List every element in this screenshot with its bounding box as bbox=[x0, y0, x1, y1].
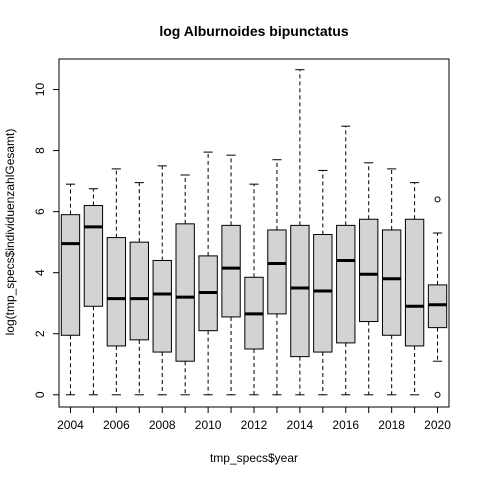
y-tick-label: 6 bbox=[33, 208, 47, 215]
box bbox=[60, 214, 81, 336]
box bbox=[290, 224, 310, 358]
y-tick-label: 8 bbox=[33, 147, 47, 154]
x-tick-label: 2004 bbox=[57, 418, 84, 432]
x-tick-label: 2010 bbox=[195, 418, 222, 432]
x-tick-label: 2014 bbox=[287, 418, 314, 432]
outlier-point bbox=[434, 196, 441, 203]
box bbox=[175, 223, 195, 362]
box bbox=[221, 224, 241, 318]
plot-area: 0 2 4 6 8 10 2004 2006 2008 2010 2012 2014 2016 2018 2… bbox=[33, 58, 451, 432]
outlier-point bbox=[434, 391, 441, 398]
x-axis-label: tmp_specs$year bbox=[210, 451, 298, 465]
x-tick-label: 2018 bbox=[378, 418, 405, 432]
box bbox=[336, 224, 356, 344]
box bbox=[427, 284, 448, 329]
box bbox=[152, 259, 172, 353]
y-tick-label: 4 bbox=[33, 269, 47, 276]
x-tick-label: 2012 bbox=[241, 418, 268, 432]
y-tick-label: 0 bbox=[33, 391, 47, 398]
y-tick-label: 10 bbox=[33, 83, 47, 97]
x-tick-label: 2006 bbox=[103, 418, 130, 432]
box bbox=[404, 218, 425, 347]
x-tick-label: 2008 bbox=[149, 418, 176, 432]
box bbox=[313, 234, 333, 353]
chart-title: log Alburnoides bipunctatus bbox=[159, 23, 348, 39]
box bbox=[106, 237, 127, 347]
x-tick-label: 2020 bbox=[424, 418, 451, 432]
box bbox=[83, 205, 104, 307]
box bbox=[359, 218, 379, 323]
box bbox=[381, 229, 402, 336]
y-axis-label: log(tmp_specs$individuenzahlGesamt) bbox=[3, 129, 17, 336]
box bbox=[267, 229, 287, 315]
box bbox=[129, 241, 149, 341]
x-tick-label: 2016 bbox=[332, 418, 359, 432]
y-tick-label: 2 bbox=[33, 330, 47, 337]
